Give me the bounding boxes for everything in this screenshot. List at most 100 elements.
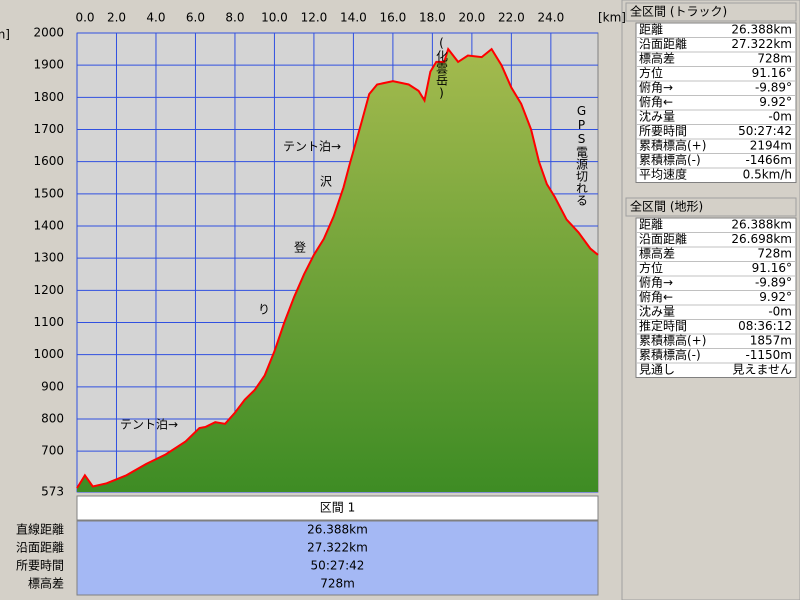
x-tick-label: 20.0 (459, 11, 486, 25)
stat-value: 08:36:12 (738, 319, 792, 333)
y-tick-label: 1500 (33, 186, 64, 200)
x-tick-label: 6.0 (186, 11, 205, 25)
x-unit: [km] (598, 11, 626, 25)
stat-label: 累積標高(-) (639, 347, 701, 362)
segment-header (76, 495, 599, 521)
stat-value: -0m (768, 305, 792, 319)
stat-value: 2194m (750, 139, 792, 153)
stat-value: 50:27:42 (738, 124, 792, 138)
panel-header (625, 197, 797, 217)
panel-title: 全区間 (トラック) (630, 4, 727, 19)
x-tick-label: 16.0 (380, 11, 407, 25)
x-tick-label: 14.0 (340, 11, 367, 25)
stat-label: 俯角← (639, 94, 673, 109)
annotation: テント泊→ (120, 418, 178, 432)
segment-title: 区間 1 (320, 501, 355, 515)
stat-value: -9.89° (755, 81, 792, 95)
stat-label: 沈み量 (639, 109, 675, 124)
panel-table (635, 217, 797, 378)
y-tick-label: 800 (41, 411, 64, 425)
stat-value: 0.5km/h (743, 168, 792, 182)
stat-label: 所要時間 (639, 124, 687, 138)
y-tick-label: 1800 (33, 90, 64, 104)
stat-label: 方位 (639, 260, 663, 275)
y-tick-label: 2000 (33, 26, 64, 40)
stat-value: 91.16° (752, 261, 792, 275)
stat-value: -1466m (745, 153, 792, 167)
stat-label: 方位 (639, 65, 663, 80)
y-tick-label: 1900 (33, 58, 64, 72)
segment-label: 標高差 (28, 576, 64, 591)
annotation: 登 (294, 240, 306, 255)
segment-label: 直線距離 (16, 522, 64, 537)
x-tick-label: 0.0 (75, 11, 94, 25)
segment-label: 所要時間 (16, 559, 64, 573)
x-tick-label: 8.0 (225, 11, 244, 25)
annotation: テント泊→ (283, 140, 341, 154)
stat-label: 沈み量 (639, 304, 675, 319)
stat-label: 推定時間 (639, 318, 687, 333)
stat-value: 9.92° (759, 95, 792, 109)
stat-label: 距離 (639, 23, 663, 37)
panel-table (635, 22, 797, 183)
y-tick-label: 1200 (33, 283, 64, 297)
stat-label: 沿面距離 (639, 232, 687, 246)
y-tick-label: 900 (41, 379, 64, 393)
y-tick-label: 573 (41, 485, 64, 499)
stat-value: 1857m (750, 334, 792, 348)
y-tick-label: 700 (41, 444, 64, 458)
segment-value: 26.388km (307, 523, 368, 537)
annotation: (化雲岳) (435, 36, 449, 100)
segment-body (76, 520, 599, 596)
x-tick-label: 12.0 (301, 11, 328, 25)
y-tick-label: 1000 (33, 347, 64, 361)
stat-label: 俯角→ (639, 80, 673, 95)
stat-label: 平均速度 (639, 167, 687, 182)
stat-value: 91.16° (752, 66, 792, 80)
stat-label: 累積標高(-) (639, 152, 701, 167)
x-tick-label: 4.0 (146, 11, 165, 25)
y-tick-label: 1400 (33, 218, 64, 232)
panel-title: 全区間 (地形) (630, 199, 703, 214)
y-tick-label: 1700 (33, 122, 64, 136)
annotation: り (258, 303, 270, 317)
stat-value: 見えません (732, 363, 792, 377)
annotation: 沢 (320, 175, 332, 189)
y-tick-label: 1100 (33, 315, 64, 329)
stat-value: 9.92° (759, 290, 792, 304)
y-tick-label: 1600 (33, 154, 64, 168)
panel-header (625, 2, 797, 22)
stat-label: 累積標高(+) (639, 138, 706, 153)
stat-label: 標高差 (639, 51, 675, 66)
y-unit: [m] (0, 28, 10, 42)
stat-value: -0m (768, 110, 792, 124)
stat-value: 26.388km (731, 23, 792, 37)
stat-value: 27.322km (731, 37, 792, 51)
segment-value: 27.322km (307, 541, 368, 555)
stat-label: 累積標高(+) (639, 333, 706, 348)
stat-label: 距離 (639, 218, 663, 232)
stat-value: -9.89° (755, 276, 792, 290)
segment-label: 沿面距離 (16, 541, 64, 555)
y-tick-label: 1300 (33, 251, 64, 265)
stat-label: 俯角← (639, 289, 673, 304)
x-tick-label: 2.0 (107, 11, 126, 25)
stat-value: 26.698km (731, 232, 792, 246)
stat-value: 728m (757, 247, 792, 261)
x-tick-label: 10.0 (261, 11, 288, 25)
stat-value: 26.388km (731, 218, 792, 232)
stat-label: 見通し (639, 363, 675, 377)
stat-label: 標高差 (639, 246, 675, 261)
segment-value: 728m (320, 577, 355, 591)
stat-label: 沿面距離 (639, 37, 687, 51)
annotation: GPS電源切れる (575, 104, 589, 206)
segment-value: 50:27:42 (311, 559, 365, 573)
stat-label: 俯角→ (639, 275, 673, 290)
stat-value: -1150m (745, 348, 792, 362)
elevation-line (76, 46, 599, 489)
x-tick-label: 18.0 (419, 11, 446, 25)
stat-value: 728m (757, 52, 792, 66)
x-tick-label: 22.0 (498, 11, 525, 25)
